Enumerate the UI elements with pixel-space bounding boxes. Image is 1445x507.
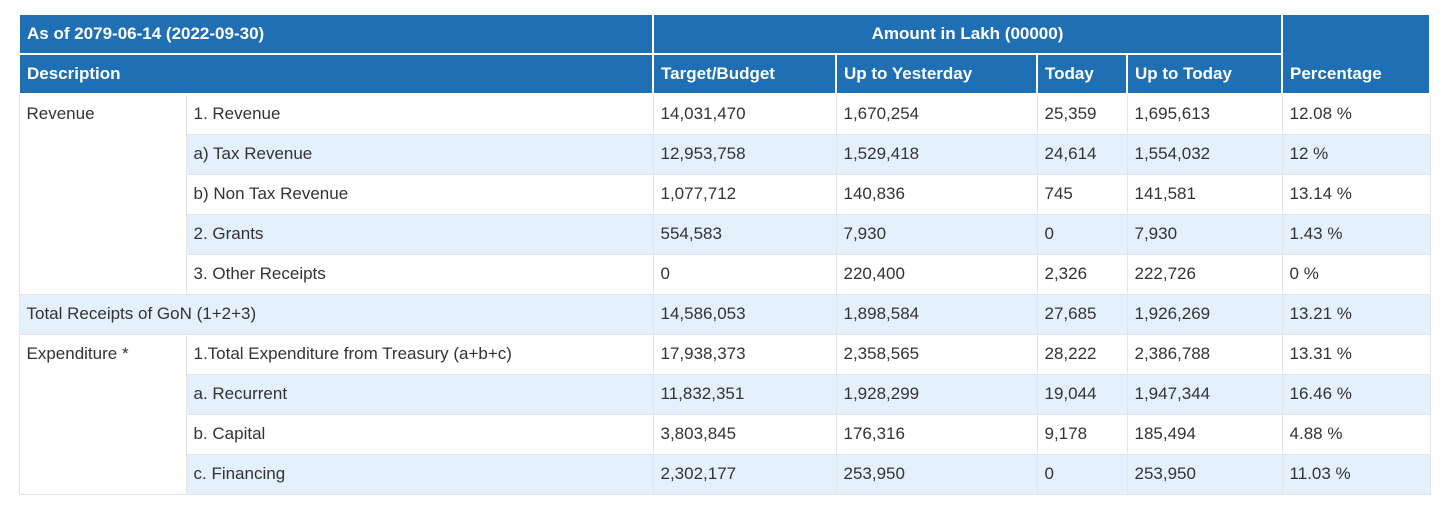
up-to-today-header: Up to Today — [1125, 53, 1284, 95]
up-to-today-cell: 7,930 — [1126, 213, 1283, 255]
table-row: a) Tax Revenue 12,953,758 1,529,418 24,6… — [19, 133, 1431, 175]
table-body: Revenue 1. Revenue 14,031,470 1,670,254 … — [18, 93, 1431, 495]
total-receipts-row: Total Receipts of GoN (1+2+3) 14,586,053… — [18, 293, 1431, 335]
percentage-cell: 0 % — [1281, 253, 1431, 295]
header-row-columns: Description Target/Budget Up to Yesterda… — [18, 53, 1430, 95]
as-of-date-header: As of 2079-06-14 (2022-09-30) — [18, 13, 654, 55]
percentage-cell: 16.46 % — [1281, 373, 1431, 415]
up-to-yesterday-cell: 7,930 — [835, 213, 1038, 255]
table-row: 2. Grants 554,583 7,930 0 7,930 1.43 % — [19, 213, 1431, 255]
up-to-yesterday-cell: 1,529,418 — [835, 133, 1038, 175]
revenue-group-label: Revenue — [18, 93, 187, 295]
table-row: Revenue 1. Revenue 14,031,470 1,670,254 … — [18, 93, 1431, 295]
target-budget-header: Target/Budget — [652, 53, 837, 95]
up-to-today-cell: 1,947,344 — [1126, 373, 1283, 415]
target-cell: 17,938,373 — [652, 333, 837, 375]
target-cell: 11,832,351 — [652, 373, 837, 415]
budget-summary-container: As of 2079-06-14 (2022-09-30) Amount in … — [18, 13, 1432, 495]
total-receipts-label: Total Receipts of GoN (1+2+3) — [18, 293, 654, 335]
expenditure-group-label: Expenditure * — [18, 333, 187, 495]
target-cell: 14,586,053 — [652, 293, 837, 335]
percentage-cell: 1.43 % — [1281, 213, 1431, 255]
row-label: 2. Grants — [185, 213, 654, 255]
table-row: b) Non Tax Revenue 1,077,712 140,836 745… — [19, 173, 1431, 215]
percentage-cell: 12 % — [1281, 133, 1431, 175]
today-cell: 25,359 — [1036, 93, 1128, 135]
percentage-cell: 13.14 % — [1281, 173, 1431, 215]
today-cell: 19,044 — [1036, 373, 1128, 415]
today-header: Today — [1036, 53, 1128, 95]
up-to-yesterday-cell: 220,400 — [835, 253, 1038, 295]
percentage-header: Percentage — [1281, 13, 1432, 95]
up-to-today-cell: 2,386,788 — [1126, 333, 1283, 375]
target-cell: 3,803,845 — [652, 413, 837, 455]
percentage-cell: 13.21 % — [1281, 293, 1431, 335]
budget-summary-table: As of 2079-06-14 (2022-09-30) Amount in … — [18, 13, 1432, 495]
row-label: 1.Total Expenditure from Treasury (a+b+c… — [185, 333, 654, 375]
up-to-yesterday-cell: 140,836 — [835, 173, 1038, 215]
up-to-yesterday-cell: 1,670,254 — [835, 93, 1038, 135]
target-cell: 2,302,177 — [652, 453, 837, 495]
today-cell: 27,685 — [1036, 293, 1128, 335]
up-to-yesterday-cell: 1,898,584 — [835, 293, 1038, 335]
target-cell: 0 — [652, 253, 837, 295]
percentage-cell: 13.31 % — [1281, 333, 1431, 375]
table-header: As of 2079-06-14 (2022-09-30) Amount in … — [18, 13, 1432, 95]
percentage-cell: 4.88 % — [1281, 413, 1431, 455]
up-to-yesterday-cell: 2,358,565 — [835, 333, 1038, 375]
up-to-yesterday-cell: 253,950 — [835, 453, 1038, 495]
table-row: 3. Other Receipts 0 220,400 2,326 222,72… — [19, 253, 1431, 295]
today-cell: 2,326 — [1036, 253, 1128, 295]
row-label: a. Recurrent — [185, 373, 654, 415]
table-row: c. Financing 2,302,177 253,950 0 253,950… — [19, 453, 1431, 495]
target-cell: 554,583 — [652, 213, 837, 255]
today-cell: 0 — [1036, 213, 1128, 255]
up-to-today-cell: 222,726 — [1126, 253, 1283, 295]
today-cell: 9,178 — [1036, 413, 1128, 455]
percentage-cell: 12.08 % — [1281, 93, 1431, 135]
row-label: b) Non Tax Revenue — [185, 173, 654, 215]
target-cell: 1,077,712 — [652, 173, 837, 215]
description-header: Description — [18, 53, 654, 95]
today-cell: 28,222 — [1036, 333, 1128, 375]
table-row: a. Recurrent 11,832,351 1,928,299 19,044… — [19, 373, 1431, 415]
today-cell: 24,614 — [1036, 133, 1128, 175]
up-to-today-cell: 1,695,613 — [1126, 93, 1283, 135]
up-to-today-cell: 1,926,269 — [1126, 293, 1283, 335]
today-cell: 0 — [1036, 453, 1128, 495]
target-cell: 12,953,758 — [652, 133, 837, 175]
target-cell: 14,031,470 — [652, 93, 837, 135]
up-to-today-cell: 253,950 — [1126, 453, 1283, 495]
today-cell: 745 — [1036, 173, 1128, 215]
up-to-yesterday-header: Up to Yesterday — [835, 53, 1038, 95]
row-label: 3. Other Receipts — [185, 253, 654, 295]
up-to-today-cell: 185,494 — [1126, 413, 1283, 455]
up-to-today-cell: 141,581 — [1126, 173, 1283, 215]
up-to-yesterday-cell: 1,928,299 — [835, 373, 1038, 415]
up-to-yesterday-cell: 176,316 — [835, 413, 1038, 455]
table-row: Expenditure * 1.Total Expenditure from T… — [18, 333, 1431, 495]
header-row-top: As of 2079-06-14 (2022-09-30) Amount in … — [18, 13, 1432, 95]
up-to-today-cell: 1,554,032 — [1126, 133, 1283, 175]
table-row: b. Capital 3,803,845 176,316 9,178 185,4… — [19, 413, 1431, 455]
row-label: 1. Revenue — [185, 93, 654, 135]
row-label: c. Financing — [185, 453, 654, 495]
row-label: a) Tax Revenue — [185, 133, 654, 175]
percentage-cell: 11.03 % — [1281, 453, 1431, 495]
row-label: b. Capital — [185, 413, 654, 455]
amount-unit-header: Amount in Lakh (00000) — [651, 13, 1284, 55]
